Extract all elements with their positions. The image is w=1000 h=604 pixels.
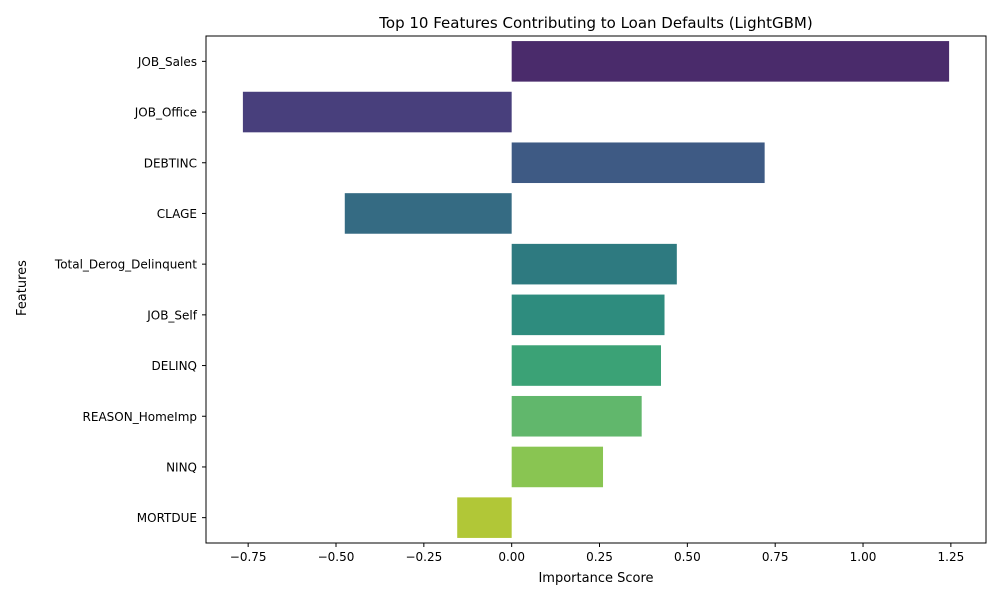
- x-tick-label: 0.25: [586, 550, 613, 564]
- bar-mortdue: [457, 497, 512, 538]
- y-tick-label: REASON_HomeImp: [83, 410, 197, 424]
- y-tick-label: JOB_Sales: [137, 55, 197, 69]
- x-tick-label: −0.25: [405, 550, 442, 564]
- bar-job-sales: [511, 41, 950, 82]
- bar-total-derog-delinquent: [511, 243, 677, 285]
- y-tick-label: DEBTINC: [144, 156, 197, 170]
- x-tick-label: 1.25: [938, 550, 965, 564]
- y-axis-label: Features: [15, 260, 30, 316]
- bar-clage: [344, 193, 512, 234]
- bar-delinq: [511, 345, 661, 386]
- y-tick-label: Total_Derog_Delinquent: [54, 258, 197, 272]
- x-tick-label: −0.75: [230, 550, 267, 564]
- bar-debtinc: [511, 142, 765, 184]
- axes-layer: JOB_Sales JOB_Office DEBTINC CLAGE Total_Der…: [54, 35, 987, 564]
- y-tick-label: NINQ: [166, 460, 197, 474]
- y-tick-label: MORTDUE: [137, 511, 197, 525]
- y-tick-label: JOB_Office: [134, 106, 197, 120]
- x-tick-label: 1.00: [850, 550, 877, 564]
- bar-job-self: [511, 294, 665, 336]
- bar-reason-homeimp: [511, 395, 642, 437]
- bars-layer: [242, 41, 950, 538]
- y-tick-label: JOB_Self: [146, 308, 198, 322]
- bar-job-office: [242, 91, 512, 133]
- chart-title: Top 10 Features Contributing to Loan Def…: [378, 14, 812, 32]
- x-tick-label: 0.75: [762, 550, 789, 564]
- y-tick-label: CLAGE: [157, 207, 197, 221]
- x-tick-label: 0.50: [674, 550, 701, 564]
- bar-ninq: [511, 446, 604, 488]
- x-tick-label: 0.00: [498, 550, 525, 564]
- x-tick-label: −0.50: [318, 550, 355, 564]
- plot-frame: [205, 35, 987, 544]
- y-tick-label: DELINQ: [152, 359, 197, 373]
- x-axis-label: Importance Score: [538, 571, 653, 586]
